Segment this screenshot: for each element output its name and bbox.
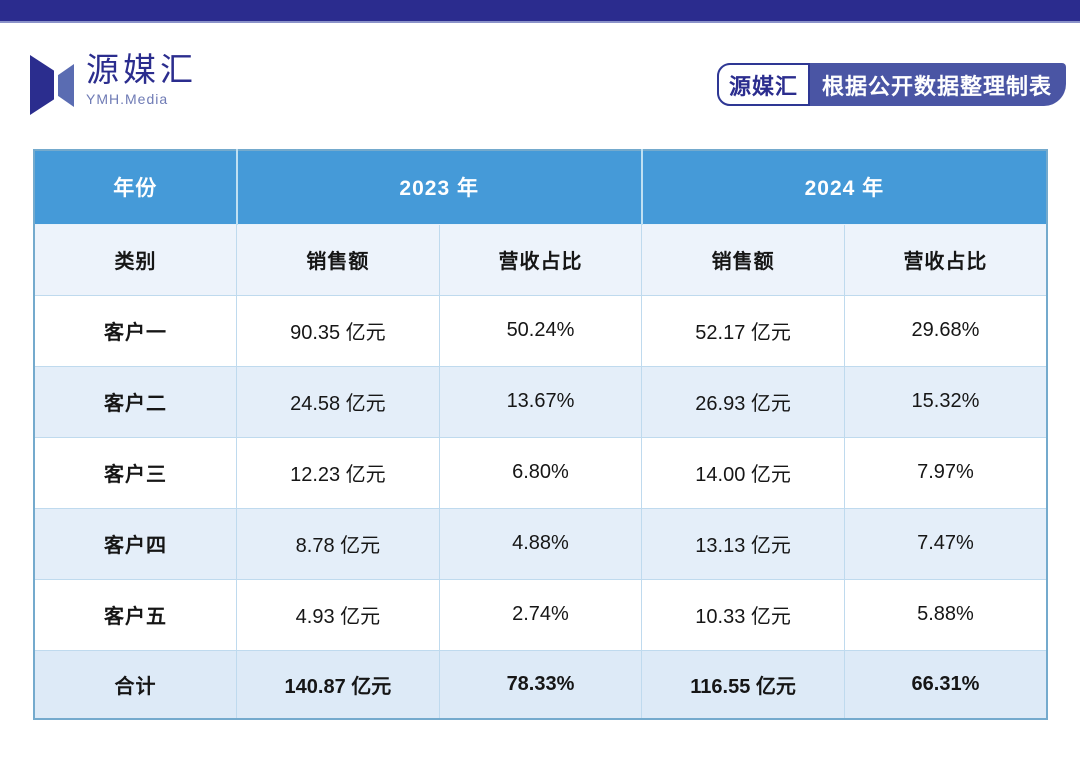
sales-2024-cell: 52.17 亿元: [641, 294, 845, 367]
share-2024-cell: 5.88%: [843, 578, 1048, 651]
share-2024-cell: 7.47%: [843, 507, 1048, 580]
total-sales-2024-cell: 116.55 亿元: [641, 649, 845, 720]
share-2023-header-cell: 营收占比: [438, 223, 643, 296]
share-2024-cell: 7.97%: [843, 436, 1048, 509]
logo-left-flag-icon: [30, 55, 54, 115]
table-row-customer-3: 客户三 12.23 亿元 6.80% 14.00 亿元 7.97%: [33, 436, 1048, 509]
total-sales-2023-cell: 140.87 亿元: [236, 649, 440, 720]
table-row-customer-5: 客户五 4.93 亿元 2.74% 10.33 亿元 5.88%: [33, 578, 1048, 651]
share-2024-header-cell: 营收占比: [843, 223, 1048, 296]
sales-2024-cell: 13.13 亿元: [641, 507, 845, 580]
sales-2023-header-cell: 销售额: [236, 223, 440, 296]
total-share-2023-cell: 78.33%: [438, 649, 643, 720]
logo-subtitle: YMH.Media: [86, 91, 169, 107]
table-row-customer-2: 客户二 24.58 亿元 13.67% 26.93 亿元 15.32%: [33, 365, 1048, 438]
row-label-cell: 客户二: [33, 365, 238, 438]
sales-2023-cell: 24.58 亿元: [236, 365, 440, 438]
sales-2023-cell: 90.35 亿元: [236, 294, 440, 367]
table-row-total: 合计 140.87 亿元 78.33% 116.55 亿元 66.31%: [33, 649, 1048, 720]
sales-2024-header-cell: 销售额: [641, 223, 845, 296]
sales-2023-cell: 12.23 亿元: [236, 436, 440, 509]
year-header-row: 年份 2023 年 2024 年: [33, 149, 1047, 225]
year-header-cell: 年份: [33, 149, 238, 225]
sales-2024-cell: 26.93 亿元: [641, 365, 845, 438]
ymh-logo: 源媒汇 YMH.Media: [30, 52, 197, 118]
logo-right-flag-icon: [58, 64, 74, 107]
logo-brand-name: 源媒汇: [86, 51, 197, 88]
row-label-cell: 客户一: [33, 294, 238, 367]
source-badge-brand: 源媒汇: [717, 63, 811, 106]
sales-2024-cell: 10.33 亿元: [641, 578, 845, 651]
row-label-cell: 客户五: [33, 578, 238, 651]
logo-text-block: 源媒汇 YMH.Media: [86, 51, 197, 108]
sales-2023-cell: 4.93 亿元: [236, 578, 440, 651]
table-row-customer-1: 客户一 90.35 亿元 50.24% 52.17 亿元 29.68%: [33, 294, 1048, 367]
total-label-cell: 合计: [33, 649, 238, 720]
share-2023-cell: 6.80%: [438, 436, 643, 509]
data-table-container: 年份 2023 年 2024 年 类别 销售额 营收占比 销售额 营收占比 客户…: [33, 149, 1048, 720]
ymh-logo-icon: [30, 52, 78, 118]
total-share-2024-cell: 66.31%: [843, 649, 1048, 720]
share-2023-cell: 4.88%: [438, 507, 643, 580]
share-2024-cell: 15.32%: [843, 365, 1048, 438]
row-label-cell: 客户三: [33, 436, 238, 509]
sales-comparison-table: 年份 2023 年 2024 年 类别 销售额 营收占比 销售额 营收占比 客户…: [33, 149, 1048, 720]
year-2024-header-cell: 2024 年: [641, 149, 1047, 225]
year-2023-header-cell: 2023 年: [236, 149, 643, 225]
source-badge: 源媒汇 根据公开数据整理制表: [717, 63, 1067, 106]
share-2023-cell: 50.24%: [438, 294, 643, 367]
column-header-row: 类别 销售额 营收占比 销售额 营收占比: [33, 223, 1048, 296]
category-header-cell: 类别: [33, 223, 238, 296]
table-row-customer-4: 客户四 8.78 亿元 4.88% 13.13 亿元 7.47%: [33, 507, 1048, 580]
source-badge-note: 根据公开数据整理制表: [822, 73, 1053, 99]
sales-2024-cell: 14.00 亿元: [641, 436, 845, 509]
top-navy-bar: [0, 0, 1080, 23]
share-2023-cell: 13.67%: [438, 365, 643, 438]
row-label-cell: 客户四: [33, 507, 238, 580]
sales-2023-cell: 8.78 亿元: [236, 507, 440, 580]
share-2024-cell: 29.68%: [843, 294, 1048, 367]
share-2023-cell: 2.74%: [438, 578, 643, 651]
